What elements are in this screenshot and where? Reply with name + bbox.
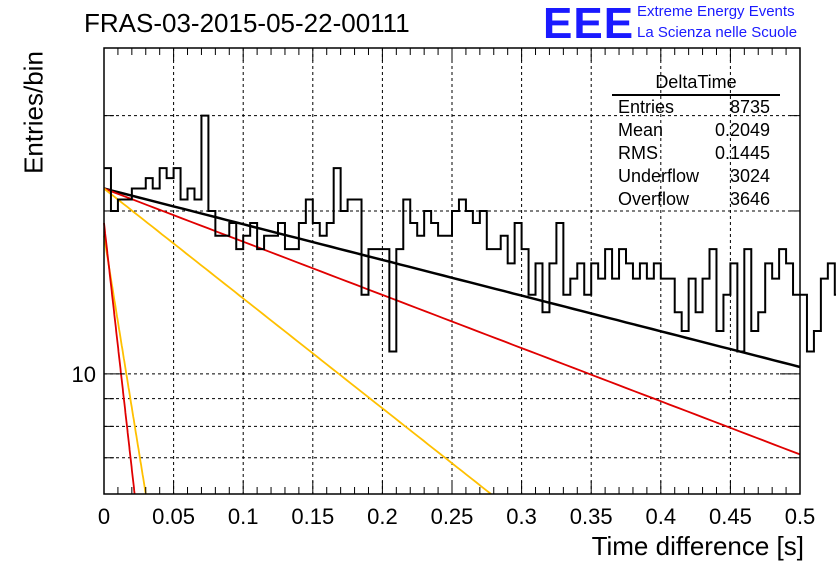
x-tick-label: 0.45 (709, 504, 752, 529)
axis-ticks (103, 47, 801, 495)
stats-label: RMS (618, 143, 658, 163)
x-tick-label: 0.15 (291, 504, 334, 529)
x-tick-label: 0.5 (785, 504, 816, 529)
stats-row: Entries 8735 (612, 96, 780, 119)
x-tick-label: 0.3 (506, 504, 537, 529)
stats-value: 0.2049 (714, 120, 770, 140)
stats-value: 8735 (729, 97, 770, 117)
logo-subtitle-2: La Scienza nelle Scuole (637, 24, 798, 41)
stats-label: Mean (618, 120, 664, 140)
x-tick-label: 0.1 (228, 504, 259, 529)
stats-value: 0.1445 (714, 143, 770, 163)
stats-row: Underflow 3024 (612, 165, 780, 188)
stats-label: Overflow (618, 189, 690, 209)
stats-row: Overflow 3646 (612, 188, 780, 211)
curve-orange-mid (103, 187, 492, 495)
curve-red-slow (103, 187, 801, 456)
stats-row: Mean 0.2049 (612, 119, 780, 142)
curve-red-fast (103, 222, 136, 495)
stats-title: DeltaTime (612, 72, 780, 96)
eee-logo: EEE (543, 0, 635, 48)
curve-fit (103, 187, 801, 369)
fit-curves (103, 187, 801, 495)
y-tick-label: 10 (72, 362, 96, 387)
stats-box: DeltaTime Entries 8735 Mean 0.2049 RMS 0.14… (612, 72, 780, 211)
y-axis-label: Entries/bin (18, 51, 49, 174)
logo-subtitle-1: Extreme Energy Events (637, 3, 795, 20)
stats-label: Underflow (618, 166, 700, 186)
x-tick-label: 0.2 (367, 504, 398, 529)
stats-label: Entries (618, 97, 675, 117)
x-axis-label: Time difference [s] (591, 531, 804, 561)
stats-value: 3646 (729, 189, 770, 209)
x-tick-label: 0.25 (431, 504, 474, 529)
x-tick-label: 0.4 (646, 504, 677, 529)
x-tick-label: 0 (98, 504, 110, 529)
x-tick-label: 0.05 (152, 504, 195, 529)
x-tick-label: 0.35 (570, 504, 613, 529)
stats-value: 3024 (729, 166, 770, 186)
chart-title: FRAS-03-2015-05-22-00111 (84, 8, 410, 38)
tick-labels: 0 0.05 0.1 0.15 0.2 0.25 0.3 0.35 0.4 0.45 0.5 10 (72, 362, 816, 529)
stats-row: RMS 0.1445 (612, 142, 780, 165)
